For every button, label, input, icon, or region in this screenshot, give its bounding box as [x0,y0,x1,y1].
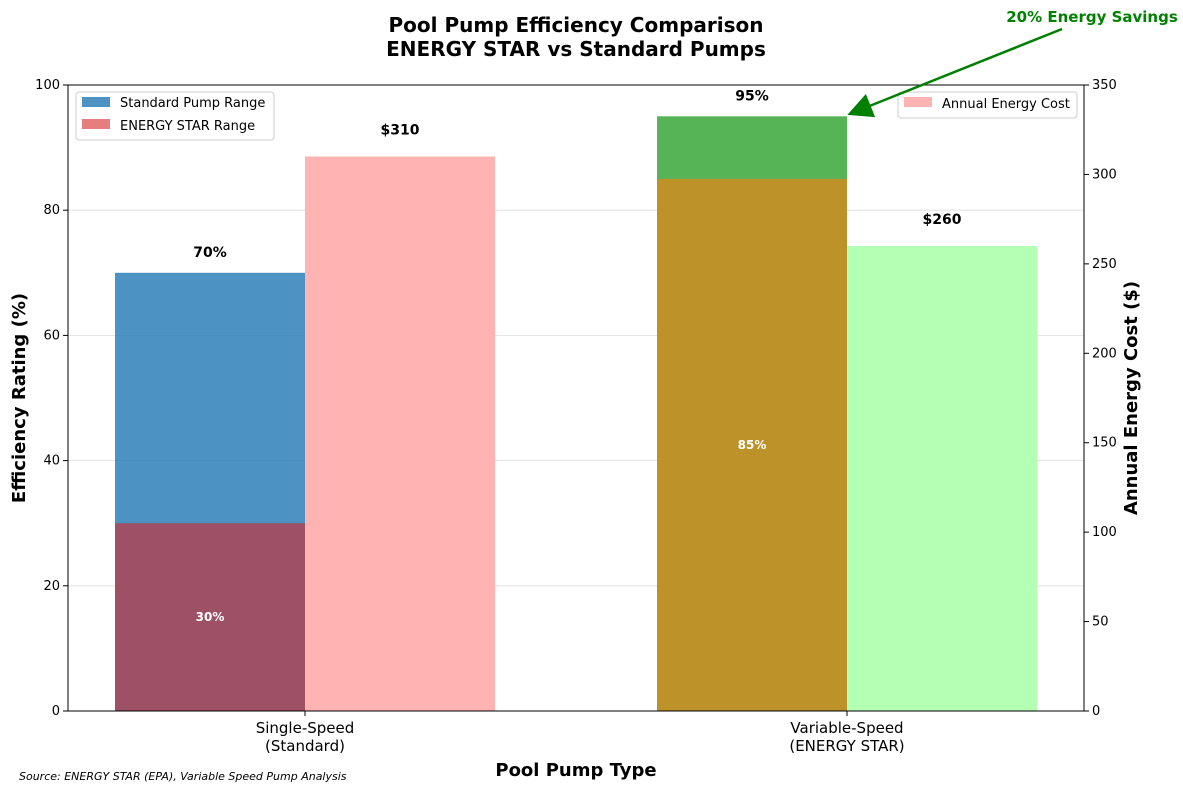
axis-ticks: 0 20 40 60 80 100 0 50 100 150 200 250 300 350 Single-… [35,78,1117,755]
efficiency-max-label: 70% [193,245,227,261]
x-tick-label-line: (Standard) [265,737,345,755]
x-tick-label-line: Single-Speed [256,719,355,737]
legend-label-standard: Standard Pump Range [120,96,265,111]
y2-tick-label: 50 [1092,615,1109,630]
annotation-text: 20% Energy Savings [1006,8,1178,26]
y-tick-label: 100 [35,78,60,93]
plot-frame [67,84,1085,712]
annual-cost-label: $260 [923,212,962,228]
legend-swatch-annual-cost [904,97,932,107]
annotation-arrow [847,27,1063,118]
legend-left: Standard Pump Range ENERGY STAR Range [75,91,275,141]
efficiency-max-label: 95% [735,88,769,104]
legend-right: Annual Energy Cost [897,91,1078,119]
legend-label-energy-star: ENERGY STAR Range [120,119,255,134]
y2-tick-label: 0 [1092,704,1100,719]
y-tick-label: 60 [43,328,60,343]
annual-cost-bar [305,156,495,712]
y2-axis-label: Annual Energy Cost ($) [1121,281,1142,515]
legend-swatch-energy-star [82,119,110,129]
x-tick-label-line: (ENERGY STAR) [789,737,904,755]
source-note: Source: ENERGY STAR (EPA), Variable Spee… [19,770,347,783]
efficiency-min-bar [657,178,847,711]
legend-swatch-standard [82,97,110,107]
y2-tick-label: 250 [1092,257,1117,272]
chart-subtitle: ENERGY STAR vs Standard Pumps [386,37,766,61]
y2-tick-label: 300 [1092,167,1117,182]
y2-tick-label: 350 [1092,78,1117,93]
efficiency-min-label: 85% [738,438,767,452]
x-tick-label: Variable-Speed (ENERGY STAR) [789,719,904,755]
x-axis-label: Pool Pump Type [495,760,656,781]
x-tick-label-line: Variable-Speed [790,719,903,737]
annual-cost-label: $310 [381,123,420,139]
y2-tick-label: 100 [1092,525,1117,540]
y-tick-label: 20 [43,579,60,594]
legend-left-box [75,91,275,141]
legend-right-box [897,91,1078,119]
x-tick-label: Single-Speed (Standard) [256,719,355,755]
y-tick-label: 40 [43,454,60,469]
y-tick-label: 0 [52,704,60,719]
efficiency-min-bar [115,523,305,711]
efficiency-min-label: 30% [196,610,225,624]
bars [115,116,1037,712]
y2-tick-label: 200 [1092,346,1117,361]
annual-cost-bar [847,245,1037,711]
y2-tick-label: 150 [1092,436,1117,451]
bar-labels: 70% 30% $310 95% 85% $260 [193,88,961,624]
chart-title: Pool Pump Efficiency Comparison [389,13,764,37]
y-tick-label: 80 [43,203,60,218]
y-axis-label: Efficiency Rating (%) [9,293,30,503]
legend-label-annual-cost: Annual Energy Cost [942,97,1070,112]
